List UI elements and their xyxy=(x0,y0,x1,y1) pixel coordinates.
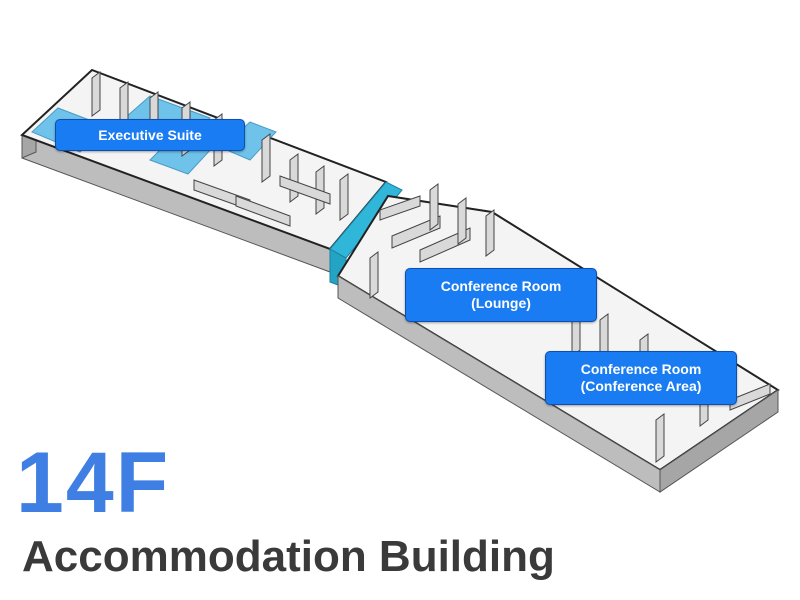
executive-suite-label: Executive Suite xyxy=(55,119,245,151)
floor-number: 14F xyxy=(16,435,171,531)
right-wing-interior-walls xyxy=(369,183,771,463)
executive-suite-label-text: Executive Suite xyxy=(98,126,202,143)
building-name: Accommodation Building xyxy=(22,532,555,581)
lounge-label-line2: (Lounge) xyxy=(471,295,531,311)
conference-area-label-line2: (Conference Area) xyxy=(580,378,702,394)
conference-area-label-line1: Conference Room xyxy=(580,361,702,377)
lounge-label-line1: Conference Room xyxy=(440,278,562,294)
conference-room-lounge-label: Conference Room (Lounge) xyxy=(405,268,597,322)
right-wing-end-wall xyxy=(659,389,779,493)
conference-room-area-label: Conference Room (Conference Area) xyxy=(545,351,737,405)
